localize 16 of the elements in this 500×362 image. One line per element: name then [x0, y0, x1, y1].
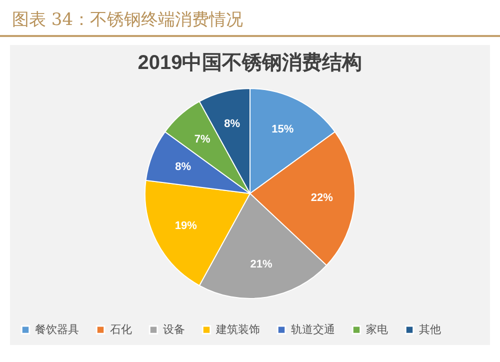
- chart-subtitle: 2019中国不锈钢消费结构: [138, 52, 362, 74]
- legend-label: 餐饮器具: [35, 324, 79, 336]
- legend-label: 轨道交通: [291, 322, 335, 336]
- legend-label: 设备: [163, 324, 185, 336]
- legend-label: 石化: [110, 324, 132, 336]
- data-label: 15%: [272, 123, 294, 136]
- data-label: 8%: [175, 160, 192, 173]
- data-label: 21%: [250, 258, 272, 271]
- data-label: 7%: [194, 133, 211, 146]
- data-label: 8%: [224, 118, 240, 130]
- data-label: 22%: [310, 192, 334, 204]
- legend-label: 建筑装饰: [215, 322, 260, 336]
- data-label: 19%: [174, 220, 198, 232]
- chart-title: 图表 34：不锈钢终端消费情况: [0, 6, 500, 37]
- legend-label: 家电: [366, 322, 388, 336]
- legend-label: 其他: [419, 322, 441, 336]
